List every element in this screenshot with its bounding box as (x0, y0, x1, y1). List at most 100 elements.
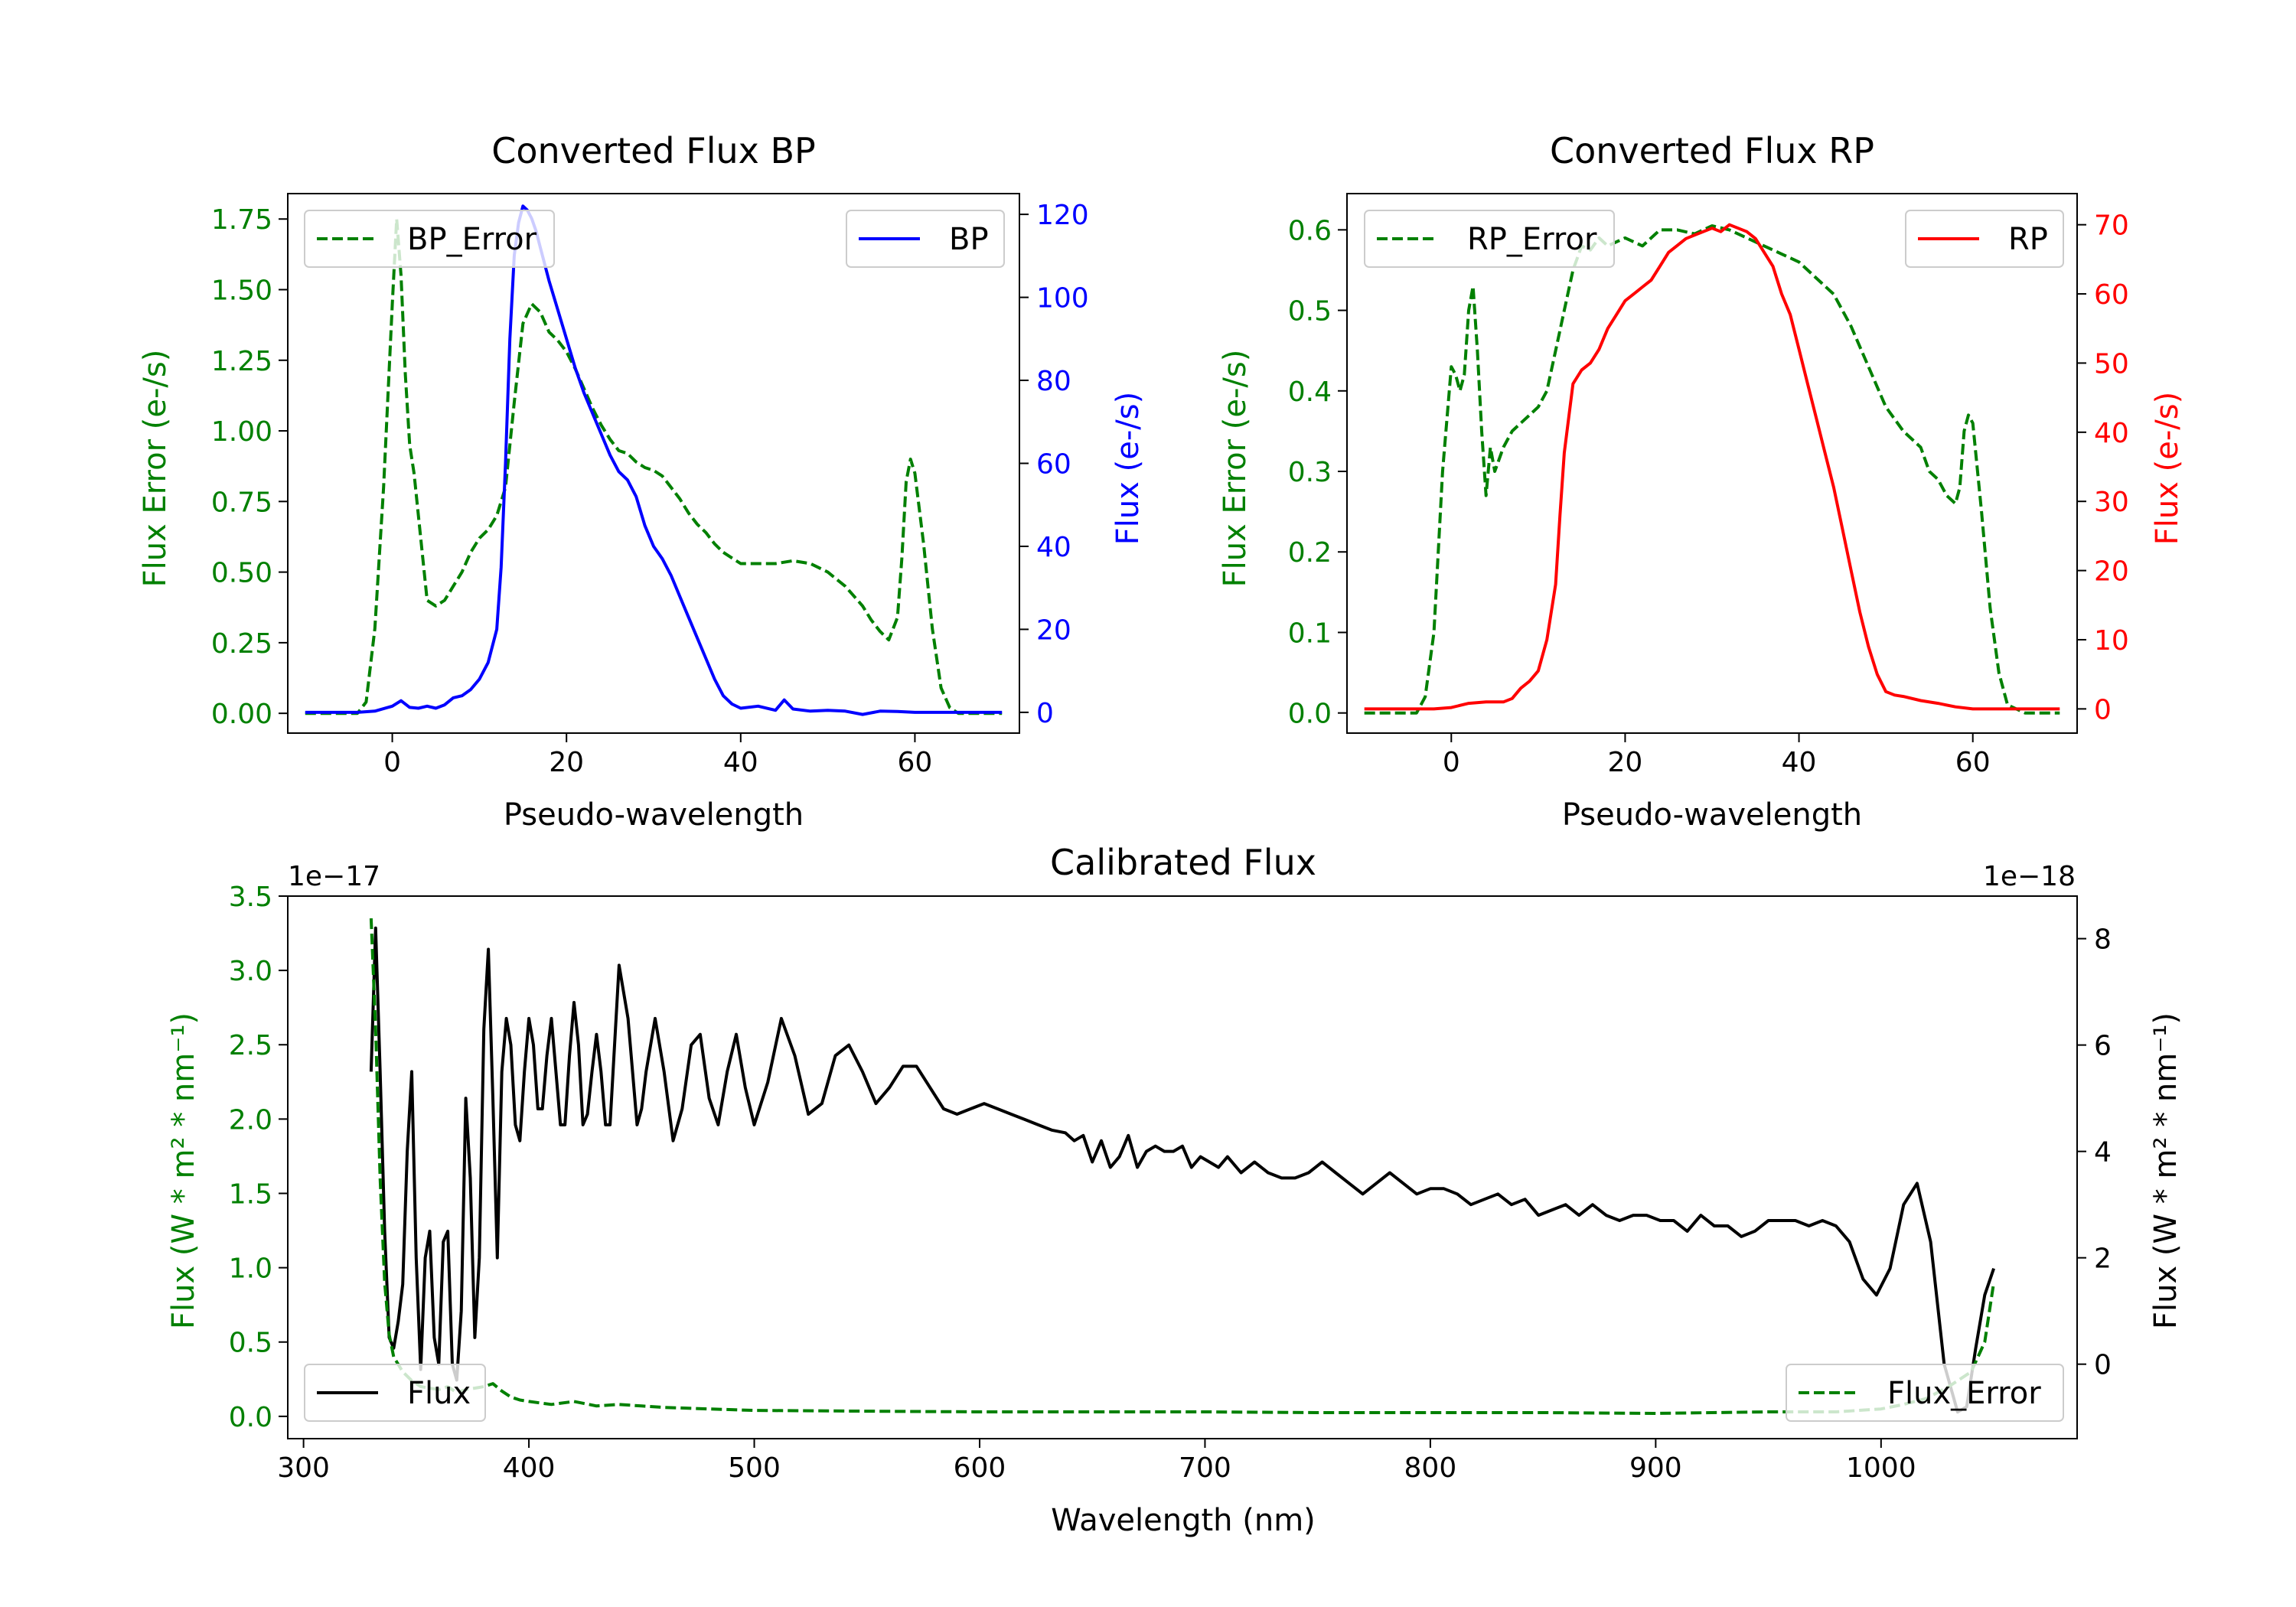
x-tick-label: 900 (1629, 1452, 1682, 1484)
chart-title: Converted Flux RP (1550, 130, 1874, 171)
series-line-flux (369, 926, 1995, 1414)
right-y-tick-label: 0 (2094, 694, 2112, 725)
x-tick-label: 1000 (1846, 1452, 1916, 1484)
left-y-axis-label: Flux Error (e-/s) (138, 350, 173, 588)
left-y-tick-label: 0.2 (1288, 537, 1332, 569)
x-tick-label: 60 (898, 747, 933, 778)
left-y-tick-label: 0.5 (1288, 296, 1332, 328)
legend-label: RP_Error (1467, 222, 1597, 257)
panel-converted-flux-rp: Converted Flux RP 0 20 40 60 0.0 0.1 0.2 0.3 0.4… (1218, 130, 2185, 833)
x-tick-label: 20 (1608, 747, 1643, 778)
left-y-axis-label: Flux Error (e-/s) (1218, 350, 1253, 588)
right-y-tick-label: 4 (2094, 1137, 2112, 1169)
left-y-tick-label: 0.5 (229, 1328, 272, 1359)
x-axis-label: Wavelength (nm) (1051, 1503, 1316, 1538)
right-y-tick-label: 120 (1036, 200, 1089, 231)
x-tick-label: 60 (1955, 747, 1991, 778)
legend-label: Flux_Error (1887, 1376, 2041, 1411)
series-group (305, 204, 1003, 716)
legend-flux-error: Flux_Error (1786, 1364, 2064, 1422)
right-y-tick-label: 40 (1036, 532, 1071, 563)
right-y-axis-label: Flux (e-/s) (2150, 392, 2185, 545)
right-y-tick-label: 2 (2094, 1244, 2112, 1275)
legend-label: Flux (407, 1376, 471, 1411)
plot-area: 0 20 40 60 0.00 0.25 0.50 0.75 1.00 1.25 1.50 1.75 0… (211, 193, 1089, 778)
series-line-rp (1364, 223, 2060, 711)
legend-flux: Flux (304, 1364, 486, 1422)
plot-area: 300 400 500 600 700 800 900 1000 0.0 0.5 1.0 1.5 2.0… (229, 882, 2112, 1484)
left-y-tick-label: 1.0 (229, 1253, 272, 1285)
right-y-tick-label: 10 (2094, 625, 2129, 657)
left-y-tick-label: 0.1 (1288, 618, 1332, 649)
left-y-tick-label: 0.00 (211, 699, 272, 730)
x-tick-label: 20 (549, 747, 584, 778)
x-tick-label: 40 (1782, 747, 1817, 778)
left-y-tick-label: 3.5 (229, 882, 272, 913)
right-y-tick-label: 40 (2094, 418, 2129, 449)
right-y-axis-label: Flux (W * m² * nm⁻¹) (2148, 1012, 2183, 1329)
left-y-tick-label: 2.5 (229, 1030, 272, 1061)
left-y-axis-label: Flux (W * m² * nm⁻¹) (166, 1012, 201, 1329)
legend-box (304, 210, 555, 268)
panel-converted-flux-bp: Converted Flux BP 0 20 40 60 0.00 0.25 0.50 0.7… (138, 130, 1146, 833)
legend-label: BP_Error (407, 222, 537, 257)
x-tick-label: 0 (1443, 747, 1460, 778)
right-y-tick-label: 0 (1036, 698, 1054, 729)
legend-bp-error: BP_Error (304, 210, 555, 268)
right-y-tick-label: 100 (1036, 283, 1089, 315)
legend-rp-error: RP_Error (1364, 210, 1615, 268)
x-axis-label: Pseudo-wavelength (1562, 797, 1862, 833)
chart-title: Converted Flux BP (491, 130, 816, 171)
right-y-tick-label: 20 (1036, 614, 1071, 646)
right-y-tick-label: 60 (1036, 449, 1071, 481)
left-y-tick-label: 0.6 (1288, 215, 1332, 246)
plot-area: 0 20 40 60 0.0 0.1 0.2 0.3 0.4 0.5 0.6 0 10 20 30 40 50 6… (1288, 193, 2129, 778)
x-tick-label: 600 (954, 1452, 1006, 1484)
x-tick-label: 700 (1179, 1452, 1231, 1484)
left-y-tick-label: 0.3 (1288, 457, 1332, 488)
left-y-tick-label: 1.5 (229, 1178, 272, 1210)
left-y-tick-label: 3.0 (229, 956, 272, 987)
x-tick-label: 400 (503, 1452, 556, 1484)
series-line-bp-error (305, 217, 1003, 715)
chart-title: Calibrated Flux (1050, 842, 1316, 883)
x-axis-label: Pseudo-wavelength (504, 797, 804, 833)
legend-box (846, 210, 1005, 268)
series-line-rp-error (1364, 224, 2060, 715)
right-y-tick-label: 8 (2094, 924, 2112, 956)
legend-bp: BP (846, 210, 1005, 268)
panel-calibrated-flux: Calibrated Flux 300 400 500 600 700 800 900 100… (166, 842, 2183, 1538)
right-y-tick-label: 50 (2094, 348, 2129, 380)
left-y-tick-label: 0.25 (211, 628, 272, 660)
right-y-tick-label: 80 (1036, 366, 1071, 397)
right-y-tick-label: 20 (2094, 556, 2129, 588)
x-tick-label: 40 (723, 747, 758, 778)
right-y-tick-label: 70 (2094, 210, 2129, 242)
left-y-tick-label: 0.4 (1288, 376, 1332, 408)
left-y-tick-label: 1.50 (211, 275, 272, 306)
left-y-tick-label: 0.50 (211, 558, 272, 589)
left-y-tick-label: 1.75 (211, 204, 272, 236)
series-group (1364, 223, 2060, 715)
right-y-tick-label: 30 (2094, 487, 2129, 518)
right-y-axis-label: Flux (e-/s) (1110, 392, 1146, 545)
legend-rp: RP (1905, 210, 2064, 268)
left-y-tick-label: 1.25 (211, 346, 272, 377)
right-y-tick-label: 0 (2094, 1350, 2112, 1381)
left-y-tick-label: 2.0 (229, 1104, 272, 1136)
legend-label: BP (949, 222, 989, 257)
series-line-bp (305, 204, 1003, 716)
x-tick-label: 0 (383, 747, 401, 778)
right-y-tick-label: 6 (2094, 1031, 2112, 1062)
left-y-tick-label: 0.0 (229, 1402, 272, 1433)
left-axis-offset-text: 1e−17 (288, 861, 380, 892)
x-tick-label: 500 (728, 1452, 781, 1484)
legend-box (1905, 210, 2064, 268)
x-tick-label: 800 (1404, 1452, 1457, 1484)
x-tick-label: 300 (277, 1452, 330, 1484)
legend-label: RP (2008, 222, 2048, 257)
left-y-tick-label: 0.0 (1288, 699, 1332, 730)
axes-frame (287, 895, 2078, 1439)
legend-box (304, 1364, 486, 1422)
